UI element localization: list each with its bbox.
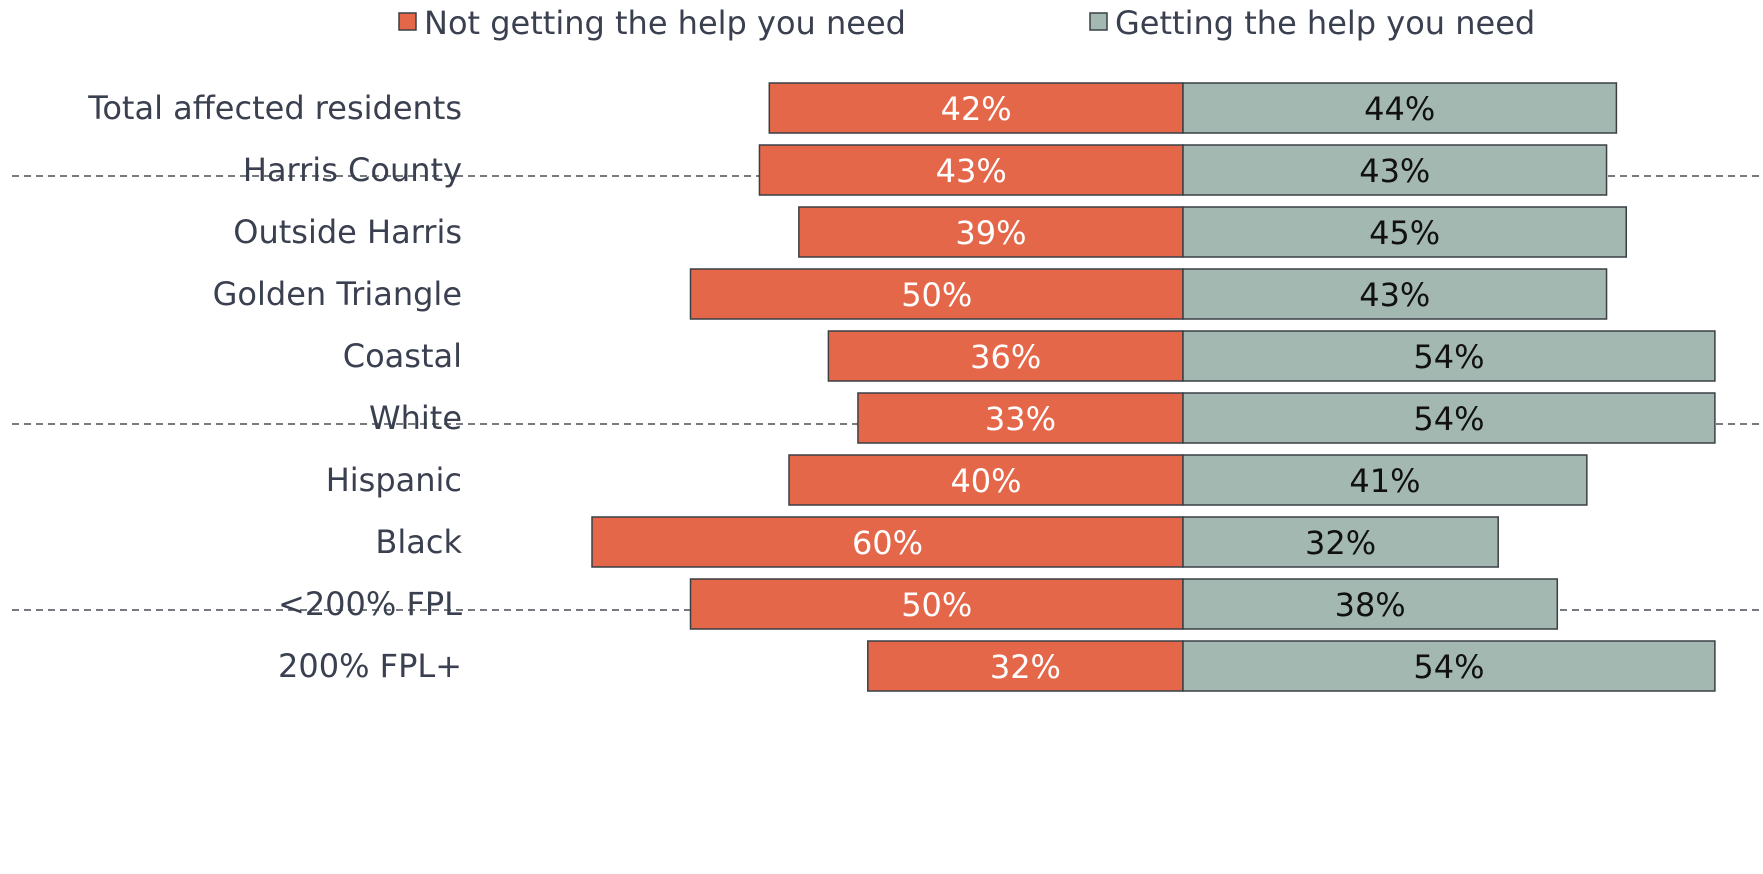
bar-not-getting-help: [857, 392, 1184, 444]
data-label-not-getting-help: 39%: [955, 214, 1026, 252]
bar-getting-help: [1182, 640, 1716, 692]
category-label: <200% FPL: [278, 585, 462, 623]
data-label-getting-help: 54%: [1413, 400, 1484, 438]
bar-not-getting-help: [867, 640, 1184, 692]
data-label-not-getting-help: 50%: [901, 586, 972, 624]
data-label-not-getting-help: 42%: [941, 90, 1012, 128]
data-label-not-getting-help: 40%: [950, 462, 1021, 500]
category-label: Total affected residents: [87, 89, 462, 127]
legend-label-2: Getting the help you need: [1115, 4, 1535, 42]
data-label-not-getting-help: 33%: [985, 400, 1056, 438]
bar-getting-help: [1182, 82, 1618, 134]
category-label: Black: [375, 523, 462, 561]
data-label-getting-help: 43%: [1359, 276, 1430, 314]
data-label-not-getting-help: 32%: [990, 648, 1061, 686]
data-label-getting-help: 43%: [1359, 152, 1430, 190]
bar-getting-help: [1182, 330, 1716, 382]
legend-swatch-1: [398, 12, 417, 31]
bar-getting-help: [1182, 578, 1559, 630]
bar-not-getting-help: [788, 454, 1184, 506]
category-label: 200% FPL+: [278, 647, 462, 685]
bar-getting-help: [1182, 144, 1608, 196]
legend-label-1: Not getting the help you need: [424, 4, 906, 42]
bar-getting-help: [1182, 516, 1499, 568]
data-label-getting-help: 38%: [1335, 586, 1406, 624]
data-label-getting-help: 44%: [1364, 90, 1435, 128]
data-label-not-getting-help: 43%: [936, 152, 1007, 190]
category-label: Hispanic: [326, 461, 462, 499]
data-label-getting-help: 54%: [1413, 648, 1484, 686]
data-label-not-getting-help: 60%: [852, 524, 923, 562]
bar-getting-help: [1182, 454, 1588, 506]
bar-not-getting-help: [827, 330, 1184, 382]
data-label-getting-help: 41%: [1349, 462, 1420, 500]
category-label: White: [369, 399, 462, 437]
bar-not-getting-help: [591, 516, 1184, 568]
bar-getting-help: [1182, 206, 1627, 258]
bar-not-getting-help: [689, 578, 1184, 630]
bar-not-getting-help: [758, 144, 1184, 196]
bar-getting-help: [1182, 268, 1608, 320]
data-label-not-getting-help: 50%: [901, 276, 972, 314]
category-label: Outside Harris: [233, 213, 462, 251]
data-label-getting-help: 54%: [1413, 338, 1484, 376]
category-label: Coastal: [343, 337, 462, 375]
legend-swatch-2: [1089, 12, 1108, 31]
bar-getting-help: [1182, 392, 1716, 444]
category-label: Golden Triangle: [213, 275, 462, 313]
data-label-getting-help: 45%: [1369, 214, 1440, 252]
data-label-not-getting-help: 36%: [970, 338, 1041, 376]
data-label-getting-help: 32%: [1305, 524, 1376, 562]
category-label: Harris County: [243, 151, 462, 189]
